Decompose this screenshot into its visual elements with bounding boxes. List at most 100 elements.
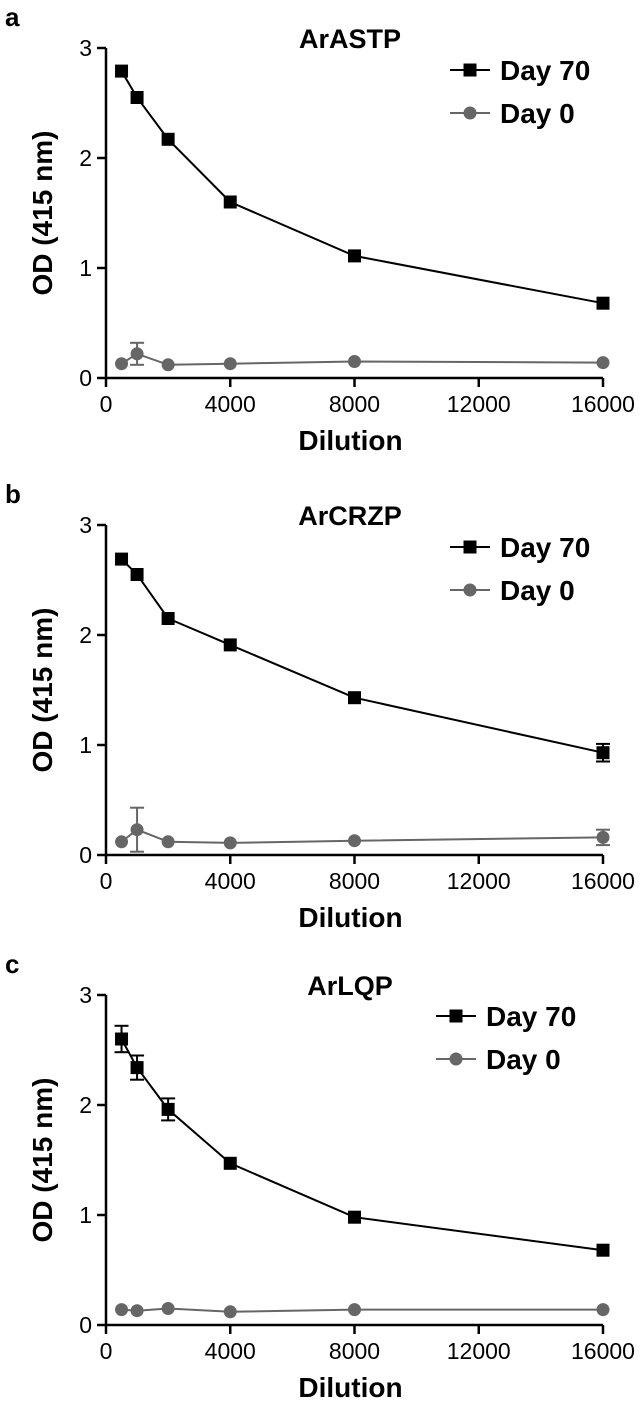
data-point-circle <box>223 357 237 371</box>
data-point-circle <box>115 835 129 849</box>
data-point-circle <box>130 1304 144 1318</box>
data-point-square <box>115 64 129 78</box>
legend-item-day-70: Day 70 <box>450 532 590 563</box>
x-tick-label: 4000 <box>205 868 256 894</box>
data-point-square <box>115 552 129 566</box>
data-point-circle <box>161 1302 175 1315</box>
y-tick-label: 2 <box>79 622 92 648</box>
x-tick-label: 12000 <box>447 1338 511 1364</box>
y-axis-label: OD (415 nm) <box>27 131 58 296</box>
x-tick-label: 0 <box>100 868 113 894</box>
y-tick-label: 1 <box>79 255 92 281</box>
series-day-70 <box>115 552 610 763</box>
data-point-circle <box>348 834 361 848</box>
x-tick-label: 8000 <box>329 391 380 417</box>
data-point-square <box>596 296 610 310</box>
x-tick-label: 16000 <box>571 1338 635 1364</box>
x-axis-label: Dilution <box>298 1372 402 1403</box>
legend-marker-circle <box>463 106 477 120</box>
y-tick-label: 0 <box>79 842 92 868</box>
x-axis-label: Dilution <box>298 902 402 933</box>
series-line <box>121 1307 603 1313</box>
x-tick-label: 8000 <box>329 1338 380 1364</box>
data-point-square <box>130 1061 144 1075</box>
legend-label: Day 70 <box>500 55 590 86</box>
series-day-0 <box>115 341 610 372</box>
data-point-square <box>130 568 144 581</box>
chart-svg-a: a ArASTP 0 1 2 3 0 4000 8000 12000 16000 Dilution OD… <box>5 2 635 456</box>
x-tick-label: 4000 <box>205 1338 256 1364</box>
x-tick-label: 4000 <box>205 391 256 417</box>
data-point-square <box>130 91 144 104</box>
y-tick-label: 2 <box>79 145 92 171</box>
data-point-square <box>348 1210 361 1224</box>
data-point-circle <box>596 356 610 370</box>
data-point-circle <box>130 347 144 361</box>
series-line <box>120 828 604 844</box>
x-tick-label: 12000 <box>447 391 511 417</box>
chart-title: ArASTP <box>299 24 401 54</box>
legend-item-day-70: Day 70 <box>436 1001 576 1032</box>
data-point-square <box>596 1243 610 1257</box>
data-point-circle <box>348 355 361 368</box>
legend-label: Day 70 <box>500 532 590 563</box>
chart-panel-b: b ArCRZP 0 1 2 3 0 4000 8000 12000 16000 Dilution OD… <box>0 477 644 950</box>
data-point-circle <box>596 830 610 844</box>
series-line <box>120 352 604 366</box>
y-tick-label: 2 <box>79 1092 92 1118</box>
y-tick-label: 0 <box>79 1312 92 1338</box>
data-point-circle <box>161 358 175 372</box>
data-point-square <box>223 1156 237 1170</box>
data-point-circle <box>130 823 144 837</box>
legend-item-day-0: Day 0 <box>450 98 575 129</box>
legend-item-day-0: Day 0 <box>436 1044 561 1075</box>
chart-svg-b: b ArCRZP 0 1 2 3 0 4000 8000 12000 16000 Dilution OD… <box>5 479 635 933</box>
data-point-square <box>596 746 610 760</box>
panel-letter: c <box>5 949 19 979</box>
legend-marker-square <box>463 540 477 554</box>
y-tick-label: 0 <box>79 365 92 391</box>
x-tick-label: 16000 <box>571 391 635 417</box>
data-point-square <box>348 691 361 705</box>
data-point-square <box>223 638 237 652</box>
x-tick-label: 8000 <box>329 868 380 894</box>
series-day-70 <box>115 64 610 310</box>
x-tick-label: 0 <box>100 1338 113 1364</box>
y-axis-label: OD (415 nm) <box>27 1078 58 1243</box>
data-point-square <box>348 249 361 263</box>
data-point-circle <box>115 357 129 371</box>
legend-marker-circle <box>463 583 477 597</box>
data-point-circle <box>115 1303 129 1317</box>
series-day-70 <box>114 1024 610 1257</box>
data-point-circle <box>348 1303 361 1317</box>
chart-svg-c: c ArLQP 0 1 2 3 0 4000 8000 12000 16000 Dilution OD … <box>5 949 635 1403</box>
y-axis-label: OD (415 nm) <box>27 608 58 773</box>
panel-letter: a <box>5 2 20 32</box>
chart-title: ArLQP <box>307 971 393 1001</box>
data-point-square <box>115 1032 129 1046</box>
chart-title: ArCRZP <box>298 501 402 531</box>
panel-letter: b <box>5 479 21 509</box>
x-tick-label: 16000 <box>571 868 635 894</box>
data-point-circle <box>596 1303 610 1317</box>
y-tick-label: 3 <box>79 982 92 1008</box>
y-tick-label: 1 <box>79 732 92 758</box>
y-tick-label: 1 <box>79 1202 92 1228</box>
data-point-square <box>161 1102 175 1116</box>
data-point-square <box>161 612 175 625</box>
data-point-square <box>161 132 175 146</box>
y-tick-label: 3 <box>79 512 92 538</box>
data-point-circle <box>223 836 237 850</box>
data-point-square <box>223 195 237 209</box>
legend-label: Day 0 <box>500 98 575 129</box>
x-tick-label: 0 <box>100 391 113 417</box>
chart-panel-a: a ArASTP 0 1 2 3 0 4000 8000 12000 16000 Dilution OD… <box>0 0 644 473</box>
legend-label: Day 0 <box>486 1044 561 1075</box>
legend-item-day-0: Day 0 <box>450 575 575 606</box>
series-day-0 <box>115 806 610 853</box>
legend-marker-circle <box>449 1052 463 1066</box>
x-axis-label: Dilution <box>298 425 402 456</box>
legend-item-day-70: Day 70 <box>450 55 590 86</box>
x-tick-label: 12000 <box>447 868 511 894</box>
chart-panel-c: c ArLQP 0 1 2 3 0 4000 8000 12000 16000 Dilution OD … <box>0 947 644 1420</box>
